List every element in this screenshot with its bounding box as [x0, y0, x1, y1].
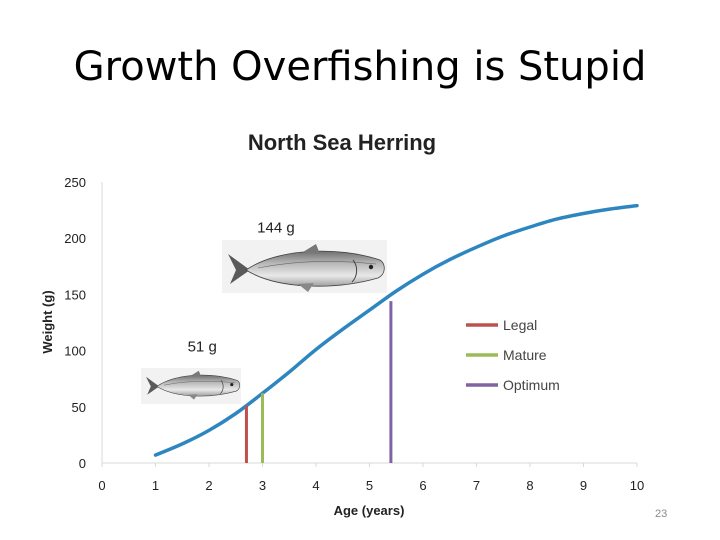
growth-curve	[153, 203, 639, 457]
legend-label-mature: Mature	[503, 347, 547, 363]
x-tick-label: 5	[366, 478, 373, 493]
y-tick-label: 0	[79, 456, 86, 471]
y-tick-label: 200	[64, 231, 86, 246]
weight-annotations: 144 g 51 g	[188, 220, 295, 356]
y-axis-label: Weight (g)	[40, 290, 55, 353]
y-tick-label: 100	[64, 344, 86, 359]
x-tick-label: 6	[419, 478, 426, 493]
y-tick-label: 150	[64, 287, 86, 302]
weight-annotation: 144 g	[257, 220, 295, 237]
y-tick-label: 50	[72, 400, 86, 415]
x-tick-label: 2	[205, 478, 212, 493]
x-tick-label: 0	[98, 478, 105, 493]
x-tick-label: 1	[152, 478, 159, 493]
y-tick-label: 250	[64, 175, 86, 190]
x-tick-label: 7	[473, 478, 480, 493]
herring-fish-icon	[228, 244, 385, 292]
herring-fish-icon	[146, 370, 241, 400]
legend-label-optimum: Optimum	[503, 377, 560, 393]
chart-title: North Sea Herring	[248, 130, 436, 155]
x-tick-label: 3	[259, 478, 266, 493]
x-ticks: 0 1 2 3 4 5 6 7 8 9 10	[98, 463, 644, 493]
weight-annotation: 51 g	[188, 339, 217, 356]
legend-label-legal: Legal	[503, 317, 537, 333]
slide-number: 23	[655, 508, 668, 520]
x-axis-label: Age (years)	[334, 503, 405, 518]
x-tick-label: 4	[312, 478, 319, 493]
y-ticks: 0 50 100 150 200 250	[64, 175, 86, 471]
legend: Legal Mature Optimum	[466, 317, 560, 393]
x-tick-label: 8	[526, 478, 533, 493]
fish-image-large	[222, 240, 387, 293]
x-tick-label: 9	[580, 478, 587, 493]
fish-image-small	[141, 368, 241, 404]
x-tick-label: 10	[630, 478, 644, 493]
slide-title: Growth Overfishing is Stupid	[73, 44, 647, 90]
marker-lines	[244, 301, 393, 463]
